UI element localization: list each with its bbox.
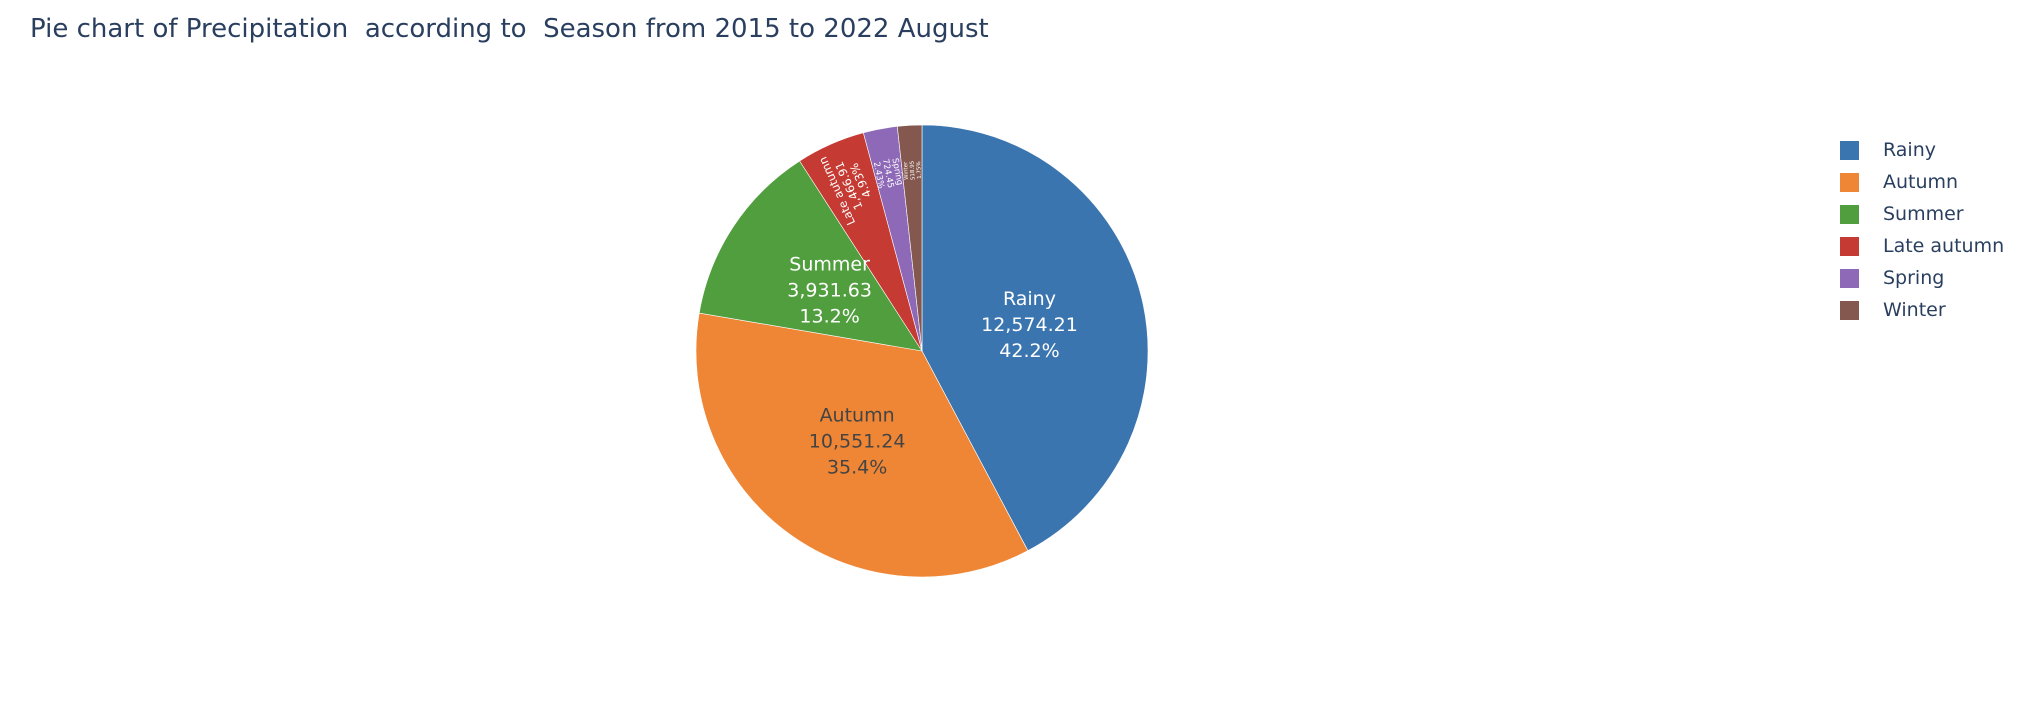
slice-label-rainy: Rainy 12,574.21 42.2% (981, 288, 1078, 362)
slice-label-autumn: Autumn 10,551.24 35.4% (809, 404, 906, 478)
slice-label-spring: Spring724.452.43% (871, 156, 905, 191)
slice-label-winter: Winter518.951.75% (903, 160, 923, 181)
legend-item-rainy[interactable]: Rainy (1840, 134, 2004, 166)
legend-item-late-autumn[interactable]: Late autumn (1840, 230, 2004, 262)
pie-slice-winter[interactable] (896, 124, 923, 352)
legend: Rainy Autumn Summer Late autumn Spring W… (1840, 134, 2004, 326)
legend-swatch (1840, 268, 1859, 288)
legend-swatch (1840, 172, 1859, 192)
pie-slice-rainy[interactable] (921, 124, 1149, 552)
legend-item-summer[interactable]: Summer (1840, 198, 2004, 230)
pie-slice-summer[interactable] (698, 160, 923, 352)
chart-title: Pie chart of Precipitation according to … (30, 14, 989, 44)
legend-label: Spring (1883, 267, 1945, 289)
legend-item-spring[interactable]: Spring (1840, 262, 2004, 294)
legend-swatch (1840, 300, 1859, 320)
legend-swatch (1840, 140, 1859, 160)
slice-label-summer: Summer 3,931.63 13.2% (787, 254, 872, 328)
legend-label: Summer (1883, 203, 1964, 225)
legend-swatch (1840, 236, 1859, 256)
legend-label: Rainy (1883, 139, 1936, 161)
legend-item-autumn[interactable]: Autumn (1840, 166, 2004, 198)
legend-item-winter[interactable]: Winter (1840, 294, 2004, 326)
legend-swatch (1840, 204, 1859, 224)
legend-label: Late autumn (1883, 235, 2005, 257)
legend-label: Autumn (1883, 171, 1959, 193)
pie-slice-autumn[interactable] (695, 312, 1029, 578)
legend-label: Winter (1883, 299, 1946, 321)
